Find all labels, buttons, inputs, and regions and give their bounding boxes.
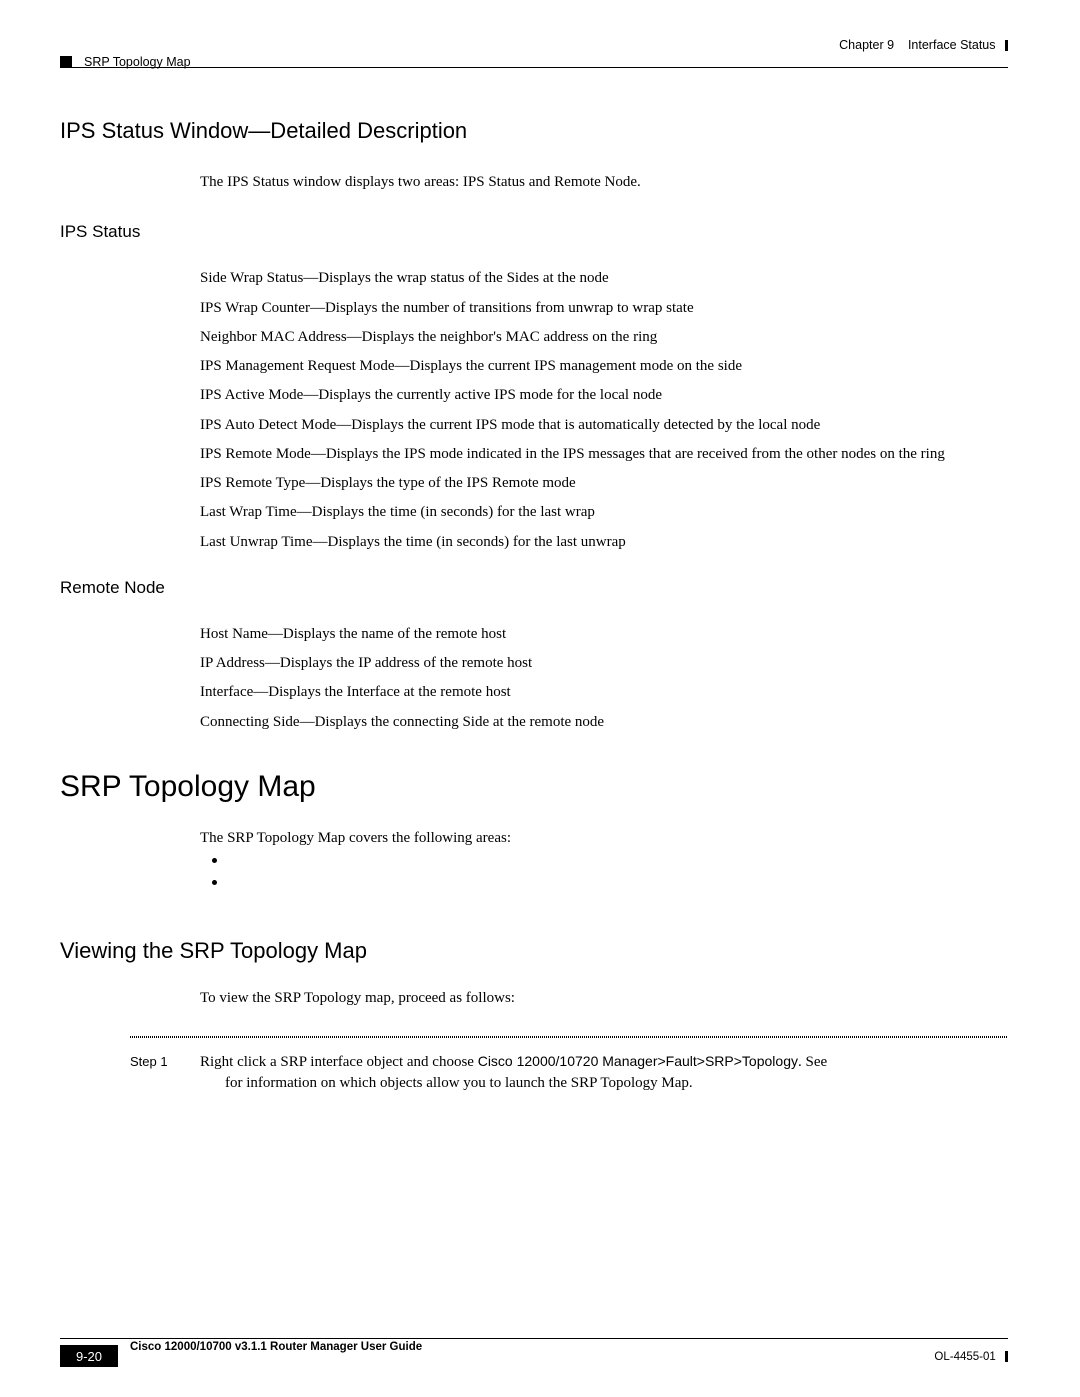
list-item: Neighbor MAC Address—Displays the neighb… [200, 327, 1008, 347]
list-item: IPS Active Mode—Displays the currently a… [200, 385, 1008, 405]
footer-page: 9-20 [60, 1345, 118, 1367]
step-1: Step 1 Right click a SRP interface objec… [130, 1052, 1008, 1072]
footer-bar-icon [1005, 1351, 1008, 1362]
footer-guide: Cisco 12000/10700 v3.1.1 Router Manager … [130, 1341, 422, 1353]
footer-docnum: OL-4455-01 [934, 1351, 1008, 1363]
bullet-icon [212, 858, 217, 863]
text-view-srp-intro: To view the SRP Topology map, proceed as… [200, 988, 1008, 1008]
bullet-icon [212, 880, 217, 885]
list-ips-status: Side Wrap Status—Displays the wrap statu… [60, 268, 1008, 552]
step-text-a: Right click a SRP interface object and c… [200, 1054, 478, 1070]
header-chapter: Chapter 9 Interface Status [839, 38, 1008, 52]
heading-ips-status: IPS Status [60, 222, 1008, 242]
footer-rule [60, 1338, 1008, 1339]
list-item: Host Name—Displays the name of the remot… [200, 624, 1008, 644]
step-text: Right click a SRP interface object and c… [200, 1052, 1008, 1072]
list-item: Side Wrap Status—Displays the wrap statu… [200, 268, 1008, 288]
heading-ips-detail: IPS Status Window—Detailed Description [60, 118, 1008, 144]
heading-view-srp: Viewing the SRP Topology Map [60, 938, 1008, 964]
text-ips-detail-intro: The IPS Status window displays two areas… [200, 172, 1008, 192]
step-text-c: . See [798, 1054, 827, 1070]
list-item: IPS Remote Type—Displays the type of the… [200, 473, 1008, 493]
list-item: Interface—Displays the Interface at the … [200, 682, 1008, 702]
header-chapter-num: Chapter 9 [839, 38, 894, 52]
header-chapter-title: Interface Status [908, 38, 996, 52]
list-item: IPS Auto Detect Mode—Displays the curren… [200, 415, 1008, 435]
step-text-cont: for information on which objects allow y… [225, 1075, 1008, 1092]
header-rule [60, 67, 1008, 68]
text-srp-intro: The SRP Topology Map covers the followin… [200, 828, 1008, 848]
heading-srp-topology: SRP Topology Map [60, 770, 1008, 804]
list-item: Connecting Side—Displays the connecting … [200, 712, 1008, 732]
page: Chapter 9 Interface Status SRP Topology … [0, 0, 1080, 1397]
list-item: IPS Management Request Mode—Displays the… [200, 356, 1008, 376]
bullet-item [212, 880, 1008, 900]
step-menu-path: Cisco 12000/10720 Manager>Fault>SRP>Topo… [478, 1053, 798, 1069]
list-item: Last Wrap Time—Displays the time (in sec… [200, 502, 1008, 522]
list-item: IP Address—Displays the IP address of th… [200, 653, 1008, 673]
list-remote-node: Host Name—Displays the name of the remot… [60, 624, 1008, 732]
step-rule [130, 1036, 1008, 1038]
footer-docnum-text: OL-4455-01 [934, 1351, 995, 1363]
header-bar-icon [1005, 40, 1008, 51]
bullet-item [212, 858, 1008, 878]
list-item: IPS Wrap Counter—Displays the number of … [200, 298, 1008, 318]
list-item: IPS Remote Mode—Displays the IPS mode in… [200, 444, 1008, 464]
list-item: Last Unwrap Time—Displays the time (in s… [200, 532, 1008, 552]
step-label: Step 1 [130, 1052, 200, 1072]
content: IPS Status Window—Detailed Description T… [60, 118, 1008, 1092]
heading-remote-node: Remote Node [60, 578, 1008, 598]
